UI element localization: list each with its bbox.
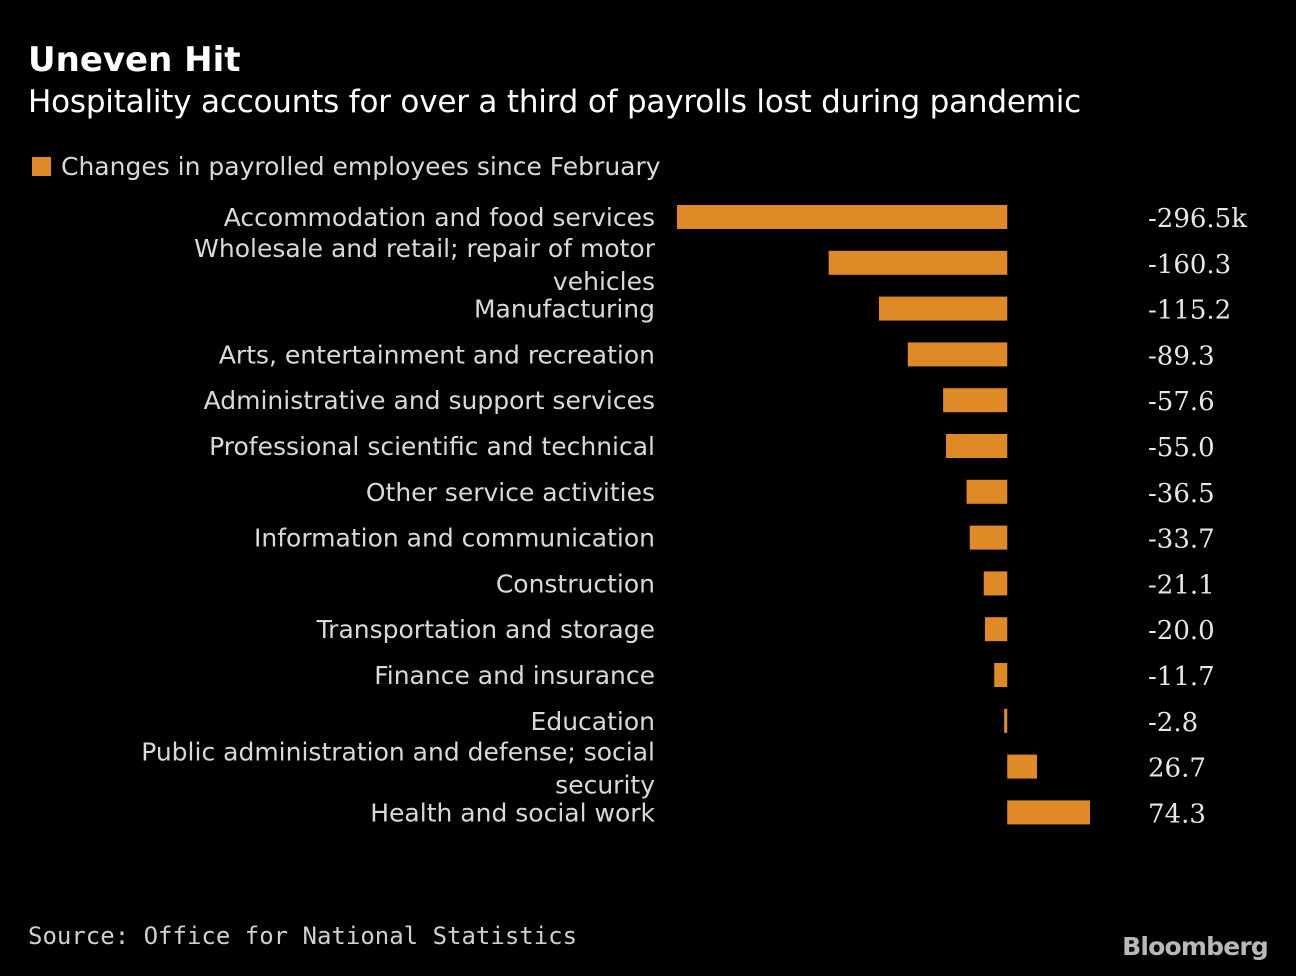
bar-information-and-communication [969,525,1008,550]
category-label: Arts, entertainment and recreation [219,340,655,369]
value-labels-group: -296.5k -160.3 -115.2 -89.3 -57.6 -55.0 -36.5 -… [1148,204,1247,829]
legend-swatch [32,157,51,176]
value-label: -160.3 [1148,250,1231,280]
category-label: Education [531,707,655,736]
bloomberg-logo: Bloomberg [1122,932,1269,961]
category-label: Construction [496,569,655,598]
category-label: Professional scientific and technical [209,432,655,461]
category-label: Wholesale and retail; repair of motor veh… [194,234,656,296]
category-label: Public administration and defense; socia… [141,738,655,800]
value-label: -2.8 [1148,708,1198,738]
category-label: Manufacturing [474,295,655,324]
bar-manufacturing [878,296,1008,321]
value-label: 74.3 [1148,799,1206,829]
bars-group [677,205,1090,825]
value-label: -89.3 [1148,341,1215,371]
bar-other-service-activities [966,479,1008,504]
value-label: -11.7 [1148,662,1215,692]
category-label: Information and communication [254,524,655,553]
category-label: Administrative and support services [204,386,655,415]
bar-wholesale-and-retail-repair-of-motor-vehicles [828,250,1008,275]
value-label: -115.2 [1148,296,1231,326]
chart-title: Uneven Hit [28,40,241,80]
bar-arts-entertainment-and-recreation [907,342,1008,367]
category-label: Accommodation and food services [224,203,655,232]
legend-label: Changes in payrolled employees since Feb… [61,152,661,181]
bar-professional-scientific-and-technical [945,434,1008,458]
bar-transportation-and-storage [984,617,1008,642]
bar-accommodation-and-food-services [677,205,1008,229]
bar-education [1004,708,1008,733]
category-label: Health and social work [370,798,655,827]
bar-health-and-social-work [1007,800,1090,825]
value-label: -36.5 [1148,479,1215,509]
chart-subtitle: Hospitality accounts for over a third of… [28,84,1081,120]
value-label: -20.0 [1148,616,1215,646]
legend: Changes in payrolled employees since Feb… [32,152,661,181]
source-note: Source: Office for National Statistics [28,922,578,950]
value-label: -33.7 [1148,525,1215,555]
bar-finance-and-insurance [994,663,1008,687]
value-label: -21.1 [1148,570,1215,600]
bar-construction [983,571,1008,596]
value-label: -57.6 [1148,387,1215,417]
category-labels-group: Accommodation and food servicesWholesale… [141,203,656,827]
bar-administrative-and-support-services [943,388,1008,413]
value-label: 26.7 [1148,754,1206,784]
value-label: -55.0 [1148,433,1215,463]
category-label: Finance and insurance [374,661,655,690]
category-label: Transportation and storage [316,615,655,644]
value-label: -296.5k [1148,204,1247,234]
category-label: Other service activities [366,478,655,507]
bar-public-administration-and-defense-social-security [1007,754,1037,779]
